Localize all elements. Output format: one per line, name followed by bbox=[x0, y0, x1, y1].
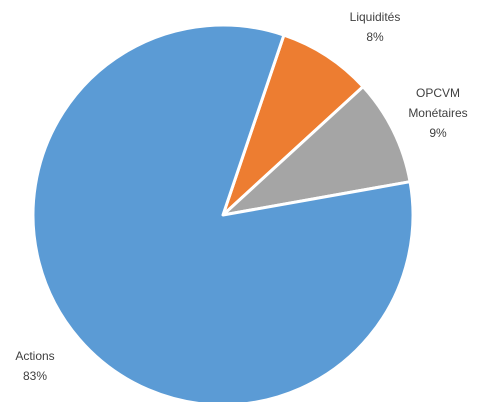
label-actions-value: 83% bbox=[23, 369, 47, 383]
slice-actions bbox=[31, 23, 415, 402]
label-opcvm-name-line2: Monétaires bbox=[408, 106, 467, 120]
label-actions-name: Actions bbox=[15, 349, 54, 363]
pie-slices bbox=[31, 23, 415, 402]
label-opcvm-name-line1: OPCVM bbox=[416, 86, 460, 100]
pie-labels: Liquidités 8% OPCVM Monétaires 9% Action… bbox=[15, 10, 467, 383]
slice-opcvm-monetaires bbox=[221, 85, 412, 217]
label-opcvm-value: 9% bbox=[429, 126, 447, 140]
label-liquidites-name: Liquidités bbox=[350, 10, 401, 24]
label-liquidites-value: 8% bbox=[366, 30, 384, 44]
slice-liquidites bbox=[221, 33, 365, 217]
